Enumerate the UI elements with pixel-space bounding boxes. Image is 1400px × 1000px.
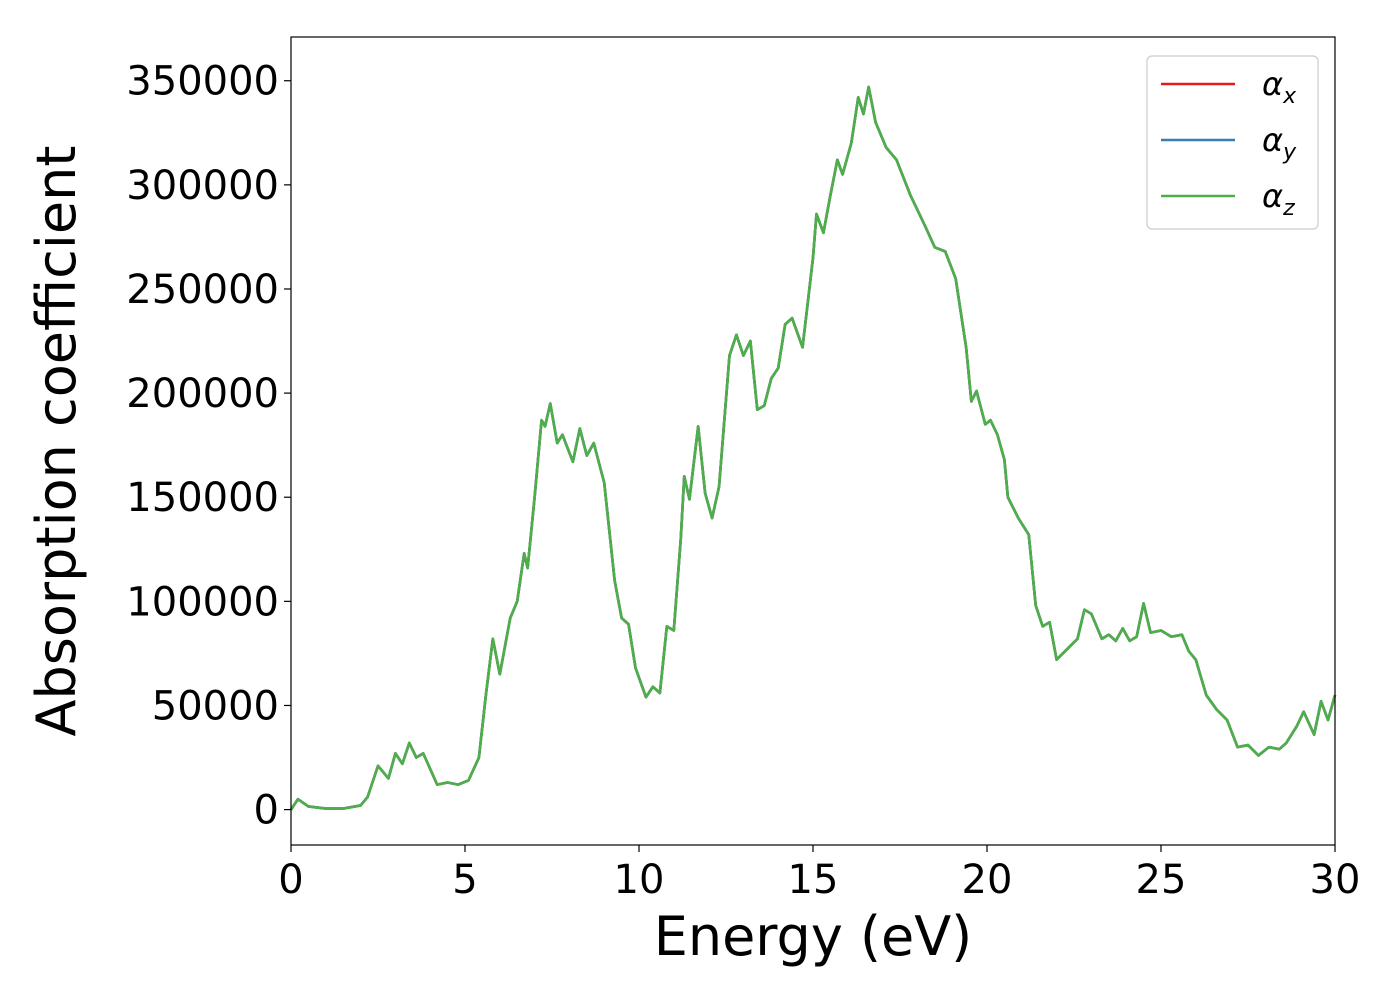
x-tick-label: 5	[452, 857, 477, 903]
y-tick-label: 150000	[126, 475, 279, 521]
y-tick-label: 300000	[126, 163, 279, 209]
legend-box	[1146, 55, 1319, 230]
data-line	[289, 85, 1337, 811]
legend-label: αz	[1262, 177, 1295, 221]
y-tick-label: 200000	[126, 371, 279, 417]
x-tick-label: 15	[788, 857, 839, 903]
y-tick-label: 350000	[126, 59, 279, 105]
legend-label: αx	[1262, 65, 1297, 109]
y-axis-label: Absorption coefficient	[25, 146, 88, 737]
x-tick-label: 10	[614, 857, 665, 903]
x-tick-label: 20	[962, 857, 1013, 903]
legend-label: αy	[1262, 121, 1297, 165]
x-axis-label: Energy (eV)	[654, 905, 973, 968]
x-tick-label: 0	[278, 857, 303, 903]
y-tick-label: 250000	[126, 267, 279, 313]
plot-frame	[290, 36, 1336, 846]
x-tick-label: 25	[1136, 857, 1187, 903]
y-tick-label: 100000	[126, 579, 279, 625]
legend: αx αy αz	[1146, 55, 1319, 230]
y-tick-label: 50000	[152, 683, 279, 729]
x-tick-label: 30	[1310, 857, 1361, 903]
y-tick-label: 0	[254, 788, 279, 834]
